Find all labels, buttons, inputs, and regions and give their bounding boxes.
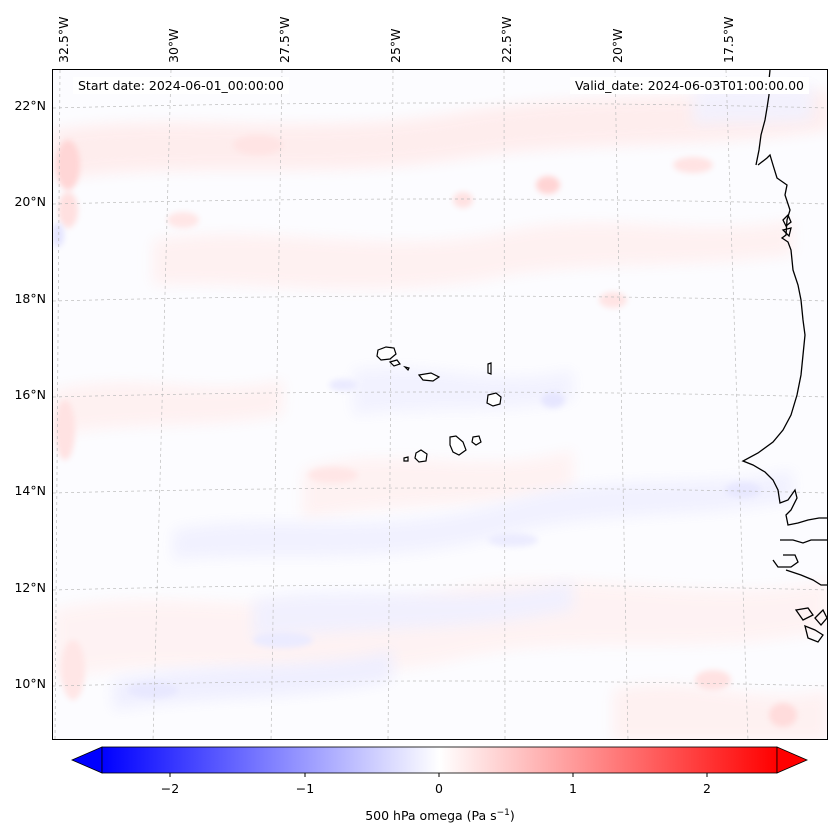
lat-label-16n: 16°N [14, 387, 46, 402]
omega-field [53, 70, 827, 739]
colorbar-title-exponent: −1 [496, 808, 510, 818]
colorbar-tick-0: 0 [435, 781, 443, 796]
colorbar-title-prefix: 500 hPa omega (Pa s [365, 808, 497, 824]
lon-label-30w: 30°W [166, 28, 181, 63]
colorbar-body [101, 746, 778, 774]
colorbar-extend-right [776, 746, 809, 774]
lat-label-20n: 20°N [14, 194, 46, 209]
lat-label-18n: 18°N [14, 291, 46, 306]
colorbar-title-suffix: ) [509, 808, 515, 824]
colorbar-tick-neg2: −2 [160, 781, 180, 796]
cape-verde-islands [376, 346, 502, 463]
lon-label-17.5w: 17.5°W [721, 16, 736, 63]
colorbar-tick-2: 2 [703, 781, 711, 796]
lon-label-22.5w: 22.5°W [499, 16, 514, 63]
lat-label-10n: 10°N [14, 676, 46, 691]
map-panel: Start date: 2024-06-01_00:00:00 Valid_da… [52, 69, 828, 740]
lat-label-14n: 14°N [14, 483, 46, 498]
colorbar-extend-left [70, 746, 103, 774]
colorbar-tick-neg1: −1 [295, 781, 315, 796]
lon-label-27.5w: 27.5°W [277, 16, 292, 63]
lat-label-12n: 12°N [14, 580, 46, 595]
lon-label-20w: 20°W [610, 28, 625, 63]
start-date-label: Start date: 2024-06-01_00:00:00 [73, 77, 289, 94]
colorbar-tick-1: 1 [569, 781, 577, 796]
colorbar [70, 746, 809, 777]
lon-label-32.5w: 32.5°W [56, 16, 71, 63]
graticule [53, 70, 827, 739]
colorbar-title: 500 hPa omega (Pa s−1) [365, 808, 515, 823]
lat-label-22n: 22°N [14, 98, 46, 113]
valid-date-label: Valid_date: 2024-06-03T01:00:00.00 [569, 77, 809, 94]
lon-label-25w: 25°W [388, 28, 403, 63]
